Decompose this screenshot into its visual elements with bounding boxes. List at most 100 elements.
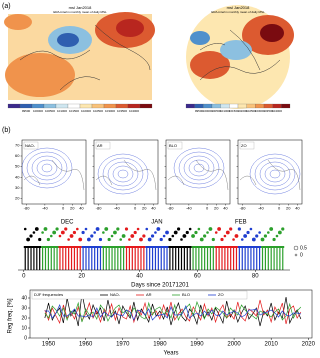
regime-label-box (23, 141, 39, 150)
x-tick-label: -40 (258, 206, 265, 211)
regime-dot (168, 237, 172, 242)
x-tick-label: 2000 (227, 342, 241, 348)
regime-dot (220, 237, 224, 242)
regime-dot (147, 237, 152, 242)
contour (183, 155, 215, 181)
map-field (260, 24, 284, 42)
x-tick-label: 40 (223, 206, 228, 211)
series-line (44, 304, 301, 321)
x-tick-label: 1970 (116, 342, 130, 348)
regime-dots (102, 227, 126, 270)
regime-dot (277, 230, 282, 235)
y-tick-label: 30 (21, 305, 27, 311)
regime-dot (266, 231, 270, 234)
colorbar-tick-label: 103500 (263, 109, 273, 113)
x-tick-label: 1980 (153, 342, 167, 348)
legend-title: DJF frequencies (34, 292, 63, 297)
contour (259, 161, 291, 187)
regime-dot (237, 227, 241, 231)
regime-dot (86, 237, 91, 242)
x-tick-label: 60 (194, 274, 201, 280)
regime-dot (162, 234, 166, 238)
map-subtitle: ERA-Interim monthly mean of daily MSL (53, 10, 107, 14)
regime-dot (78, 237, 83, 242)
plot-frame (29, 289, 313, 339)
colorbar-swatch (55, 103, 69, 109)
regime-segment (237, 246, 262, 248)
regime-dot (197, 227, 201, 231)
map-field (220, 40, 252, 60)
month-label: JAN (151, 220, 162, 226)
colorbar-swatch (194, 103, 204, 109)
x-tick-label: 1960 (79, 342, 93, 348)
x-axis-title: Years (163, 351, 178, 357)
x-tick-label: -40 (186, 206, 193, 211)
regime-segment (125, 246, 146, 248)
colorbar-swatch (229, 103, 239, 109)
colorbar-swatch (19, 103, 33, 109)
regime-dot (136, 227, 140, 231)
regime-map-frame (93, 139, 159, 205)
legend-label: AR (146, 292, 152, 297)
regime-dot (180, 238, 183, 241)
coastline (95, 159, 157, 191)
x-tick-label: 2010 (265, 342, 279, 348)
x-tick-label: 20 (214, 206, 219, 211)
legend-label: BLO (182, 292, 190, 297)
regime-dot (214, 231, 218, 234)
regime-dots (41, 227, 59, 270)
regime-dot (232, 238, 235, 241)
regime-dot (26, 237, 31, 242)
regime-dot (93, 231, 96, 234)
y-tick-label: 30 (15, 185, 20, 190)
colorbar-swatch (272, 103, 282, 109)
regime-dots (214, 227, 239, 270)
month-label: FEB (235, 220, 247, 226)
coastline (23, 159, 85, 191)
y-tick-label: 40 (15, 174, 20, 179)
colorbar-swatch (127, 103, 141, 109)
x-axis-title: Days since 20171201 (131, 283, 189, 289)
x-tick-label: 80 (252, 274, 259, 280)
regime-dot (60, 230, 65, 235)
x-tick-label: 1950 (42, 342, 56, 348)
x-tick-label: 0 (206, 206, 209, 211)
contour (117, 169, 129, 179)
regime-dot (95, 227, 100, 231)
colorbar-swatch (203, 103, 213, 109)
regime-dot (55, 227, 59, 231)
contour (173, 147, 225, 189)
regime-segment (81, 246, 102, 248)
regime-dot (249, 227, 253, 231)
size-legend-circle (293, 245, 299, 251)
series-line (44, 292, 302, 327)
y-tick-label: 0 (24, 335, 27, 341)
size-legend-label: 0 (300, 252, 303, 258)
regime-dot (139, 237, 143, 242)
coastline (167, 159, 229, 191)
colorbar-swatch (281, 103, 291, 109)
regime-segment (145, 246, 169, 248)
regime-dot (185, 230, 189, 235)
colorbar-swatch (103, 103, 117, 109)
x-tick-label: 1990 (190, 342, 204, 348)
colorbar-tick-label: 100000 (33, 109, 43, 113)
colorbar-swatch (211, 103, 221, 109)
regime-dot (104, 227, 109, 231)
colorbar-tick-label: 103500 (117, 109, 127, 113)
y-tick-label: 20 (21, 315, 27, 321)
regime-dot (38, 237, 42, 242)
regime-dot (34, 227, 39, 231)
colorbar-swatch (185, 103, 195, 109)
colorbar-tick-label: 103000 (255, 109, 265, 113)
contour (264, 165, 286, 183)
panel-label: (b) (2, 127, 11, 134)
regime-dot (176, 227, 181, 231)
regime-dot (171, 234, 175, 238)
y-tick-label: 40 (21, 295, 27, 301)
regime-segment (23, 246, 42, 248)
contour (269, 169, 281, 179)
contour (254, 157, 296, 191)
x-tick-label: 20 (70, 206, 75, 211)
